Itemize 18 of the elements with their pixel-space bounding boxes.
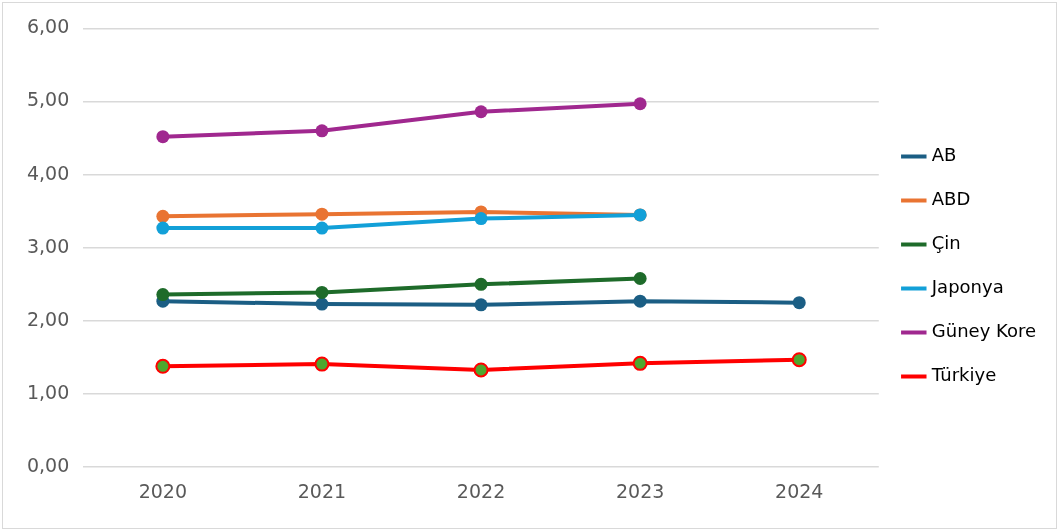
y-tick-label: 5,00: [26, 88, 70, 111]
x-tick-label: 2020: [138, 479, 188, 502]
y-tick-label: 0,00: [26, 454, 70, 477]
x-tick-label: 2023: [615, 479, 665, 502]
y-tick-label: 1,00: [26, 381, 70, 403]
x-tick-label: 2021: [297, 479, 347, 502]
x-tick-label: 2022: [456, 479, 506, 502]
y-tick-label: 2,00: [26, 307, 70, 330]
legend-label: Çin: [931, 232, 961, 254]
legend-label: Japonya: [930, 276, 1004, 298]
legend-label: Güney Kore: [931, 320, 1037, 342]
legend-label: Türkiye: [930, 364, 997, 386]
y-tick-label: 3,00: [26, 234, 70, 257]
legend-label: ABD: [931, 188, 971, 210]
y-tick-label: 6,00: [26, 15, 70, 38]
legend-label: AB: [931, 144, 957, 166]
y-tick-label: 4,00: [26, 161, 70, 184]
x-tick-label: 2024: [775, 479, 824, 502]
